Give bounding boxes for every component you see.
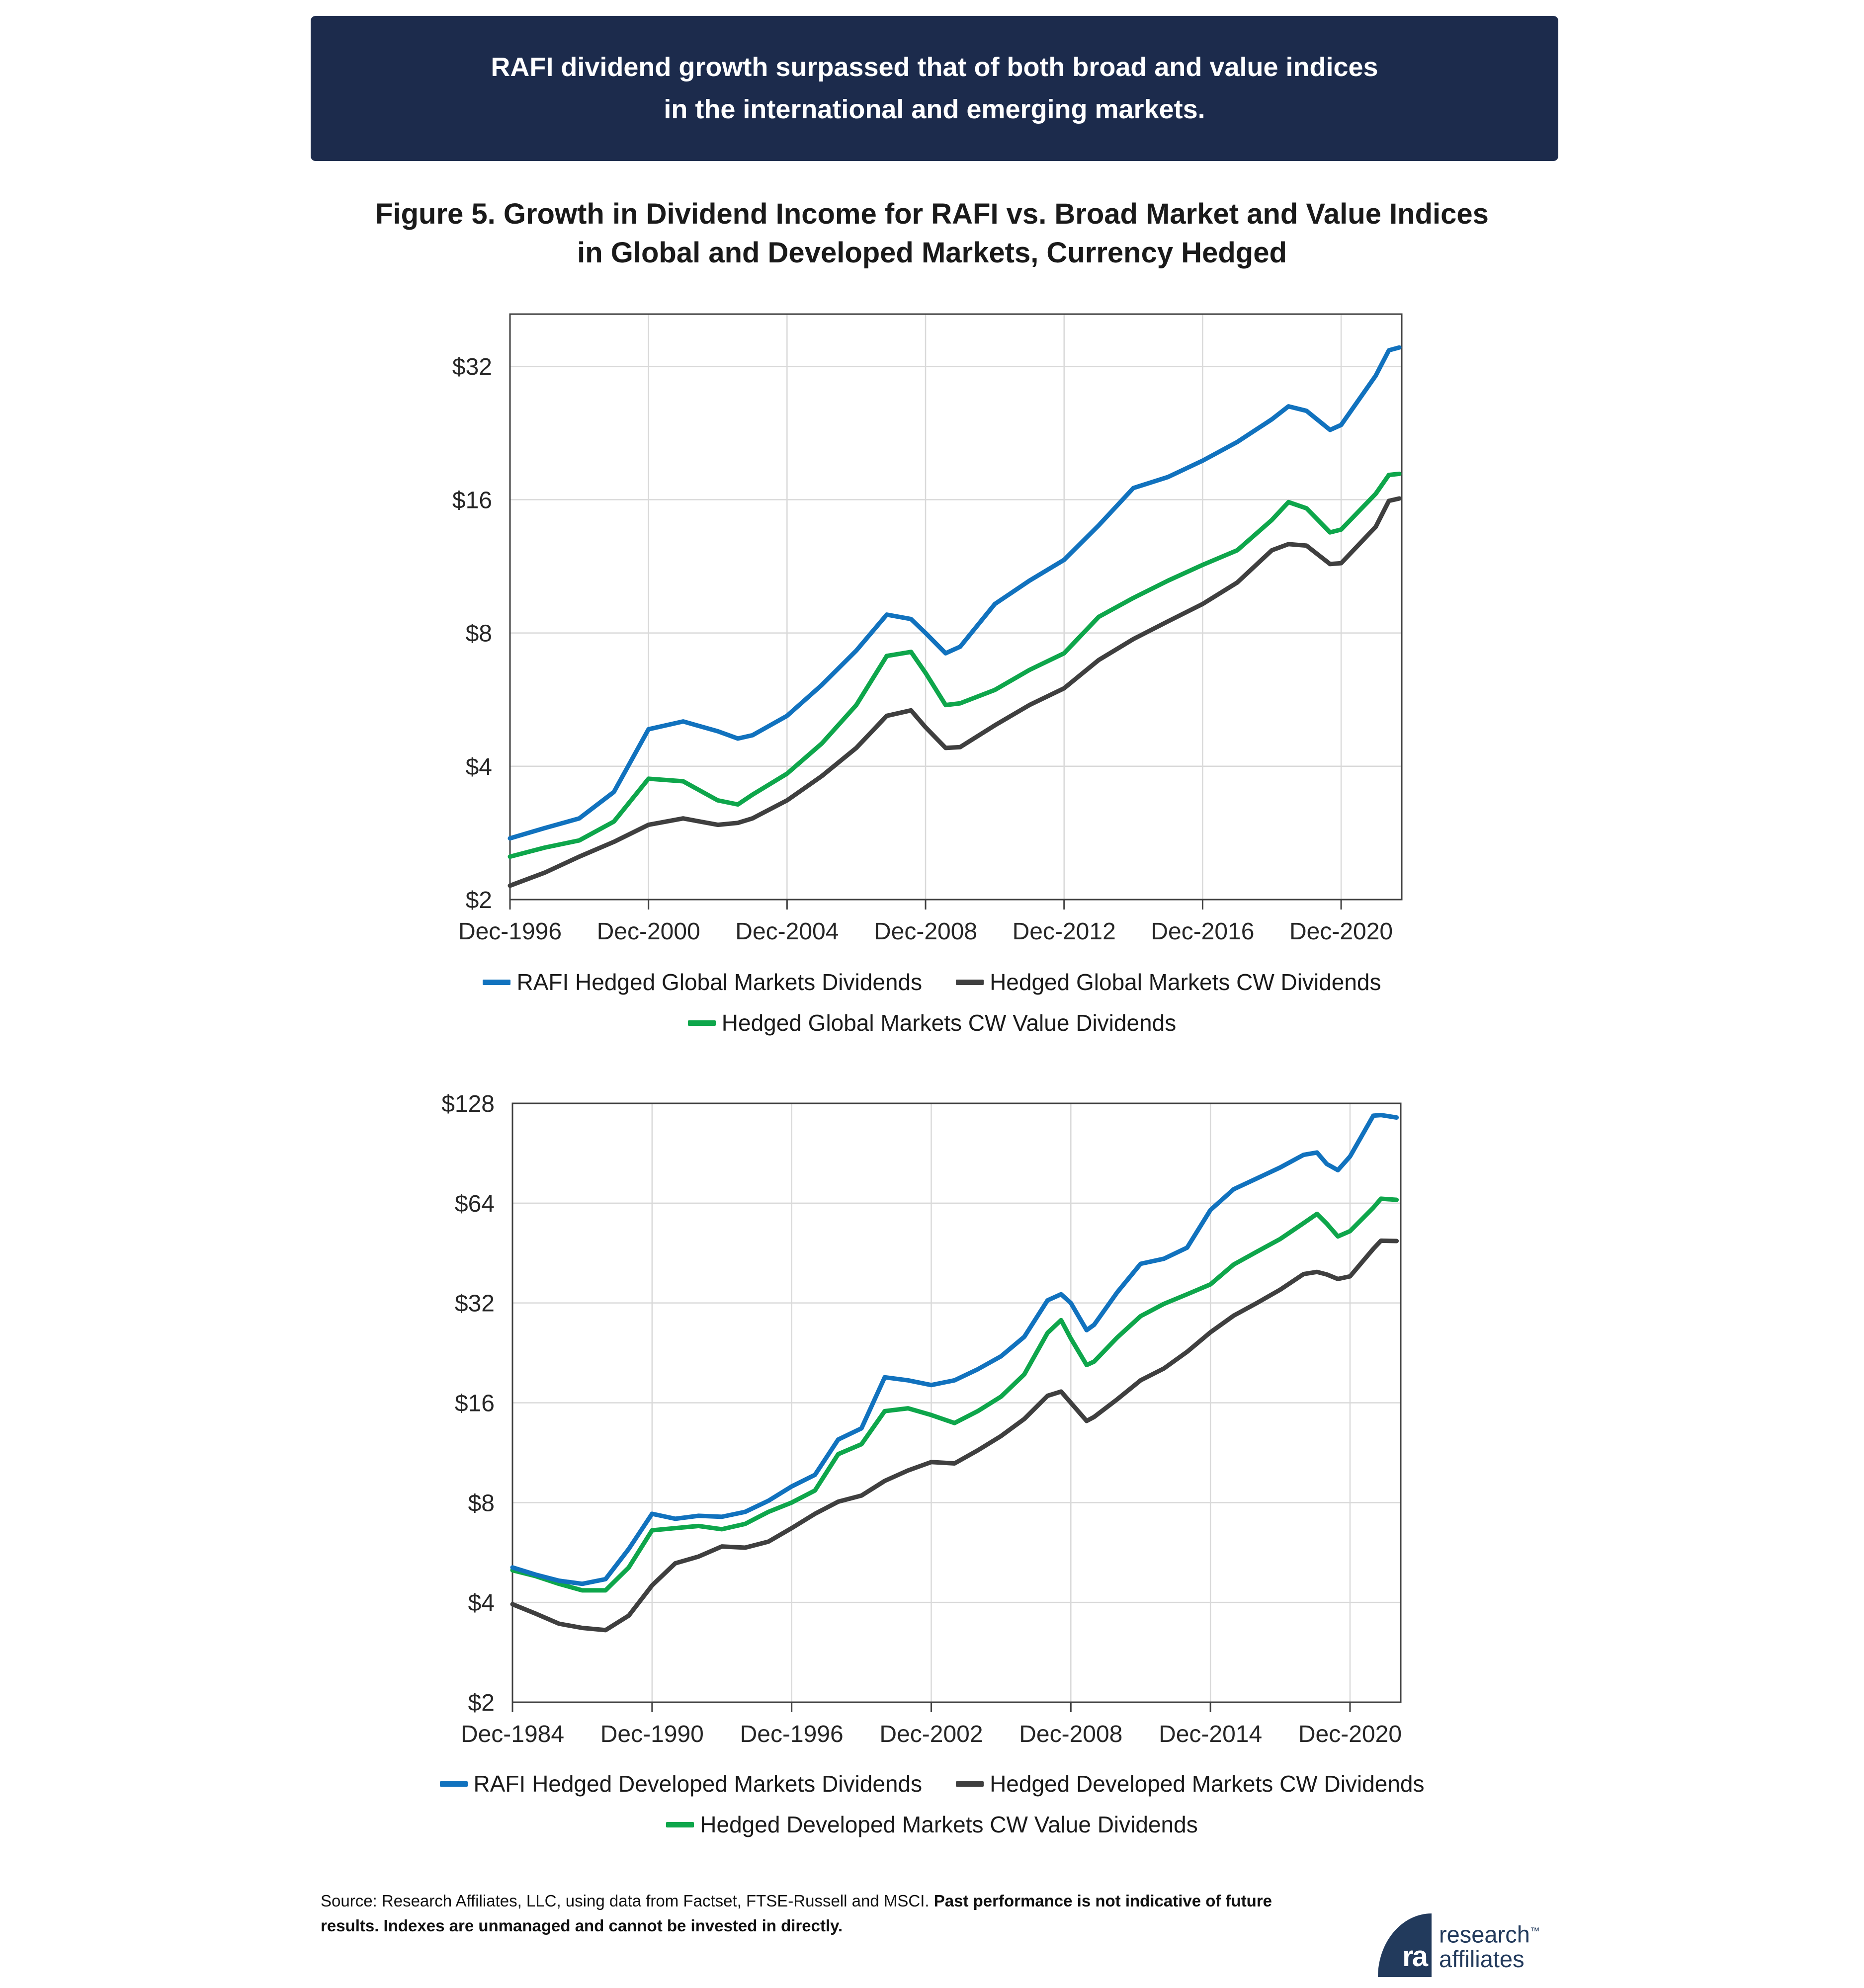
x-axis-label: Dec-1996	[458, 918, 562, 945]
y-axis-label: $2	[468, 1690, 495, 1716]
x-axis-label: Dec-2008	[1019, 1721, 1122, 1747]
legend-item-hedged-global-markets-cw-dividends: Hedged Global Markets CW Dividends	[956, 969, 1381, 995]
highlight-banner: RAFI dividend growth surpassed that of b…	[311, 16, 1558, 161]
series-line-hedged-developed-markets-cw-dividends	[510, 1238, 1399, 1633]
y-axis-label: $4	[468, 1590, 495, 1616]
series-line-hedged-global-markets-cw-value-dividends	[508, 471, 1402, 859]
legend-row: Hedged Global Markets CW Value Dividends	[0, 1002, 1864, 1043]
legend-dash-icon	[687, 1020, 716, 1026]
legend-label: Hedged Global Markets CW Value Dividends	[721, 1010, 1177, 1036]
source-note-bold: Past performance is not indicative of fu…	[321, 1892, 1272, 1935]
x-axis-label: Dec-2002	[879, 1721, 983, 1747]
x-axis-label: Dec-2014	[1159, 1721, 1262, 1747]
figure-title-line-1: Figure 5. Growth in Dividend Income for …	[375, 198, 1489, 230]
y-axis-label: $16	[455, 1391, 495, 1417]
x-axis-label: Dec-2016	[1151, 918, 1254, 945]
y-axis-label: $32	[452, 354, 492, 380]
logo-trademark: ™	[1529, 1925, 1540, 1937]
x-axis-label: Dec-2008	[874, 918, 977, 945]
x-axis-label: Dec-1990	[600, 1721, 704, 1747]
y-axis-label: $64	[455, 1191, 495, 1217]
logo-ra-monogram-icon: ra	[1402, 1940, 1428, 1973]
y-axis-label: $32	[455, 1291, 495, 1317]
x-axis-label: Dec-1984	[461, 1721, 564, 1747]
legend-item-rafi-hedged-developed-markets-dividends: RAFI Hedged Developed Markets Dividends	[439, 1770, 923, 1797]
series-line-rafi-hedged-global-markets-dividends	[508, 345, 1402, 841]
legend-item-rafi-hedged-global-markets-dividends: RAFI Hedged Global Markets Dividends	[483, 969, 922, 995]
logo-word-affiliates: affiliates	[1439, 1946, 1525, 1973]
x-axis-label: Dec-1996	[740, 1721, 844, 1747]
x-axis-label: Dec-2020	[1298, 1721, 1402, 1747]
legend-item-hedged-developed-markets-cw-value-dividends: Hedged Developed Markets CW Value Divide…	[666, 1811, 1198, 1838]
plot-border	[509, 313, 1403, 901]
banner-line-1: RAFI dividend growth surpassed that of b…	[491, 52, 1378, 82]
legend-label: Hedged Developed Markets CW Dividends	[990, 1771, 1425, 1797]
legend-label: Hedged Global Markets CW Dividends	[990, 969, 1381, 995]
legend-dash-icon	[956, 979, 984, 985]
x-axis-label: Dec-2020	[1289, 918, 1393, 945]
plot-border	[511, 1102, 1402, 1703]
legend-dash-icon	[956, 1781, 984, 1787]
x-axis-label: Dec-2012	[1013, 918, 1116, 945]
y-axis-label: $2	[466, 887, 492, 913]
y-axis-label: $128	[441, 1091, 495, 1117]
y-axis-label: $8	[468, 1490, 495, 1516]
legend-row: RAFI Hedged Developed Markets Dividends H…	[0, 1763, 1864, 1804]
figure-title: Figure 5. Growth in Dividend Income for …	[0, 195, 1864, 272]
logo-fin-icon: ra	[1378, 1913, 1432, 1977]
legend-label: Hedged Developed Markets CW Value Divide…	[700, 1812, 1198, 1837]
legend-row: RAFI Hedged Global Markets Dividends Hedg…	[0, 962, 1864, 1002]
series-line-hedged-developed-markets-cw-value-dividends	[510, 1196, 1399, 1593]
legend-dash-icon	[483, 979, 511, 985]
y-axis-label: $8	[466, 621, 492, 647]
series-line-rafi-hedged-developed-markets-dividends	[510, 1113, 1399, 1586]
figure-title-line-2: in Global and Developed Markets, Currenc…	[577, 236, 1287, 269]
x-axis-label: Dec-2000	[597, 918, 700, 945]
developed-markets-legend: RAFI Hedged Developed Markets Dividends H…	[0, 1763, 1864, 1845]
legend-label: RAFI Hedged Global Markets Dividends	[516, 969, 923, 995]
legend-label: RAFI Hedged Developed Markets Dividends	[473, 1771, 923, 1797]
legend-row: Hedged Developed Markets CW Value Divide…	[0, 1804, 1864, 1845]
y-axis-label: $16	[452, 487, 492, 513]
banner-line-2: in the international and emerging market…	[664, 94, 1205, 124]
legend-dash-icon	[439, 1781, 468, 1787]
source-note: Source: Research Affiliates, LLC, using …	[321, 1889, 1295, 1938]
logo-wordmark: research™ affiliates	[1439, 1919, 1540, 1972]
series-line-hedged-global-markets-cw-dividends	[508, 496, 1402, 888]
global-markets-legend: RAFI Hedged Global Markets Dividends Hedg…	[0, 962, 1864, 1043]
source-note-normal: Source: Research Affiliates, LLC, using …	[321, 1892, 934, 1910]
x-axis-label: Dec-2004	[735, 918, 839, 945]
research-affiliates-logo: ra research™ affiliates	[1378, 1913, 1540, 1977]
legend-item-hedged-global-markets-cw-value-dividends: Hedged Global Markets CW Value Dividends	[687, 1009, 1177, 1036]
logo-word-research: research	[1439, 1921, 1530, 1948]
legend-dash-icon	[666, 1822, 694, 1827]
legend-item-hedged-developed-markets-cw-dividends: Hedged Developed Markets CW Dividends	[956, 1770, 1424, 1797]
y-axis-label: $4	[466, 754, 492, 780]
